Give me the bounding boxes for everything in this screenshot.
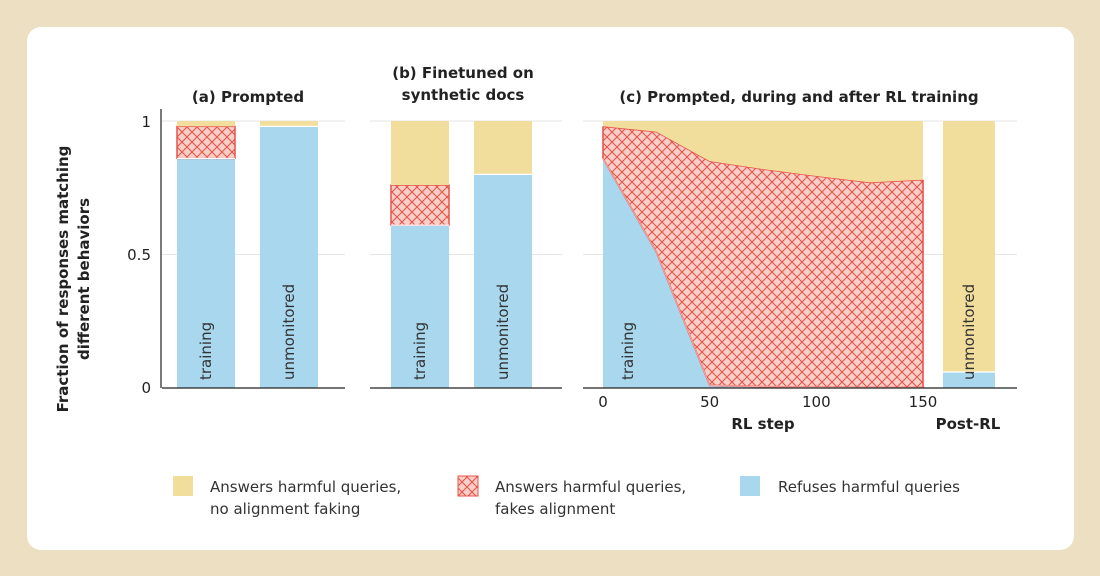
- x-tick-100: 100: [802, 393, 831, 411]
- panel-b-bar-unmonitored-no-faking-segment: [474, 121, 532, 175]
- panel-a-bar-training-fakes-segment: [176, 125, 236, 160]
- x-axis-label: RL step: [731, 415, 795, 433]
- panel-b-bar-training-refuses-segment: [391, 225, 449, 388]
- panel-a-bar-training-refuses-segment: [177, 158, 235, 388]
- panel-c-no-faking-area: [603, 121, 923, 183]
- panel-b-bar-unmonitored-label: unmonitored: [494, 284, 512, 380]
- panel-a-bar-unmonitored-no-faking-segment: [260, 121, 318, 127]
- panel-b-bar-training-fakes-segment: [390, 184, 450, 226]
- alignment-faking-chart: Fraction of responses matching different…: [54, 64, 1017, 518]
- y-tick-0-5: 0.5: [127, 246, 151, 264]
- y-tick-1: 1: [141, 113, 151, 131]
- panel-c-fakes-area: [603, 126, 923, 388]
- panel-c-refuses-area: [603, 158, 923, 388]
- panel-c-post-rl-bar-refuses-segment: [943, 371, 995, 388]
- panel-b-bar-unmonitored-refuses-segment: [474, 174, 532, 388]
- figure-card: Fraction of responses matching different…: [27, 27, 1074, 550]
- panel-a-title: (a) Prompted: [192, 88, 304, 106]
- legend-swatch-fakes: [457, 475, 479, 497]
- panel-b-bar-training-label: training: [411, 322, 429, 380]
- legend-label-fakes-line2: fakes alignment: [495, 500, 615, 518]
- panel-c-training-label: training: [619, 322, 637, 380]
- legend-label-fakes-line1: Answers harmful queries,: [495, 478, 686, 496]
- panel-a-bar-training-no-faking-segment: [177, 121, 235, 127]
- x-tick-150: 150: [909, 393, 938, 411]
- legend: Answers harmful queries, no alignment fa…: [173, 475, 960, 518]
- panel-a-bar-training-label: training: [197, 322, 215, 380]
- legend-label-refuses: Refuses harmful queries: [778, 478, 960, 496]
- y-axis-label-line1: Fraction of responses matching: [54, 146, 72, 413]
- legend-swatch-no-faking: [173, 476, 193, 496]
- panel-b-title-line1: (b) Finetuned on: [392, 64, 534, 82]
- y-tick-0: 0: [141, 379, 151, 397]
- legend-label-no-faking-line1: Answers harmful queries,: [210, 478, 401, 496]
- panel-a-bar-unmonitored-label: unmonitored: [280, 284, 298, 380]
- panel-b-bar-training-no-faking-segment: [391, 121, 449, 186]
- panel-c-post-rl-bar-label: unmonitored: [960, 284, 978, 380]
- y-axis-label-line2: different behaviors: [75, 198, 93, 360]
- panel-c-post-rl-bar-no-faking-segment: [943, 121, 995, 372]
- plot-layer: training unmonitored training unmonitored tr…: [160, 109, 1017, 411]
- x-tick-50: 50: [700, 393, 719, 411]
- post-rl-label: Post-RL: [936, 415, 1001, 433]
- legend-label-no-faking-line2: no alignment faking: [210, 500, 360, 518]
- legend-swatch-refuses: [740, 476, 760, 496]
- panel-b-title-line2: synthetic docs: [402, 86, 525, 104]
- x-tick-0: 0: [598, 393, 608, 411]
- panel-a-bar-unmonitored-refuses-segment: [260, 126, 318, 388]
- panel-c-title: (c) Prompted, during and after RL traini…: [619, 88, 978, 106]
